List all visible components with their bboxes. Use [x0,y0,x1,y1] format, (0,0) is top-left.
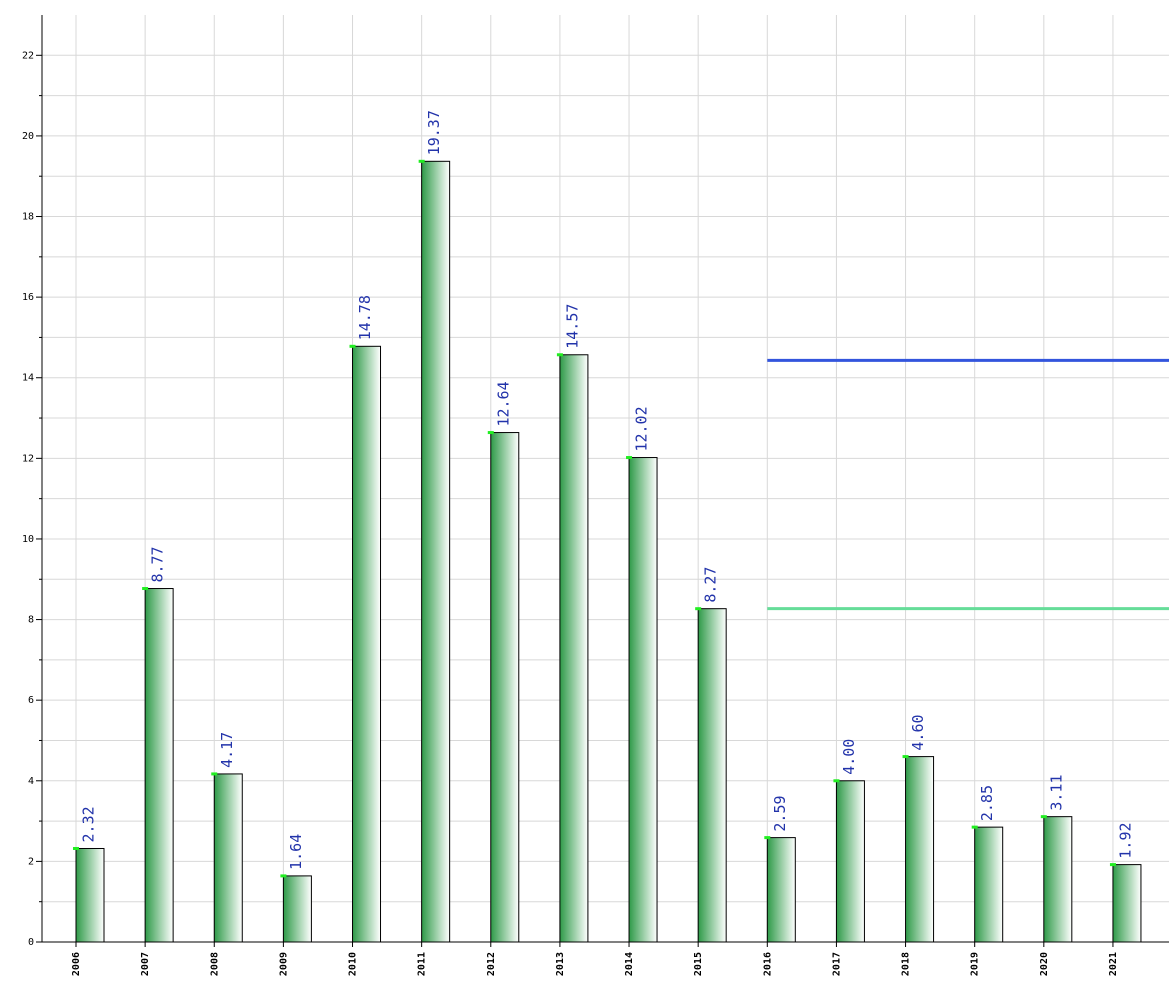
y-tick-label: 20 [22,131,34,142]
bar-marker [1040,815,1047,819]
x-tick-label: 2013 [555,952,566,976]
value-label: 8.27 [702,567,720,603]
x-tick-label: 2015 [693,952,704,976]
bar-marker [902,755,909,759]
value-label: 19.37 [425,110,443,155]
y-tick-label: 14 [22,373,34,384]
bar-marker [280,874,287,878]
x-tick-label: 2007 [140,952,151,976]
bar-marker [1109,863,1116,867]
value-label: 2.59 [771,795,789,831]
bar-marker [349,344,356,348]
y-tick-label: 16 [22,292,34,303]
bar [490,432,520,943]
y-tick-label: 4 [28,776,34,787]
x-tick-label: 2014 [624,952,635,976]
value-label: 1.92 [1116,822,1134,858]
bar [75,847,105,943]
y-tick-label: 18 [22,212,34,223]
bar-marker [764,836,771,840]
bar [559,354,589,943]
value-label: 12.02 [633,406,651,451]
value-label: 2.85 [978,785,996,821]
x-tick-label: 2019 [970,952,981,976]
x-tick-label: 2011 [417,952,428,976]
y-tick-label: 0 [28,937,34,948]
x-tick-label: 2006 [71,952,82,976]
y-tick-label: 8 [28,615,34,626]
bar [974,826,1004,943]
x-tick-label: 2017 [831,952,842,976]
bar [766,837,796,943]
value-label: 4.17 [218,732,236,768]
bar [421,160,451,943]
bar [282,875,312,943]
bar [1043,816,1073,943]
value-label: 1.64 [287,834,305,870]
value-label: 14.78 [356,295,374,340]
bar [835,780,865,943]
value-label: 12.64 [494,381,512,426]
value-label: 4.60 [909,714,927,750]
bar-marker [487,431,494,435]
bar [213,773,243,943]
bar [628,457,658,943]
bar-marker [73,846,79,850]
bar-marker [971,825,978,829]
y-tick-label: 12 [22,453,34,464]
value-label: 2.32 [80,806,98,842]
bar [144,588,174,943]
x-tick-label: 2012 [486,952,497,976]
x-tick-label: 2016 [762,952,773,976]
x-tick-label: 2020 [1039,952,1050,976]
x-tick-label: 2010 [348,952,359,976]
x-tick-label: 2009 [278,952,289,976]
bar-marker [556,353,563,357]
bar [905,756,935,943]
bar-marker [695,607,702,611]
bar [352,345,382,943]
bar-marker [626,456,633,460]
x-tick-label: 2018 [901,952,912,976]
y-tick-label: 2 [28,856,34,867]
y-tick-label: 22 [22,50,34,61]
y-tick-label: 10 [22,534,34,545]
value-label: 14.57 [563,304,581,349]
bar [697,608,727,943]
bar [1112,864,1142,943]
value-label: 4.00 [840,739,858,775]
value-label: 8.77 [149,546,167,582]
x-tick-label: 2021 [1108,952,1119,976]
bar-marker [833,779,840,783]
bar-marker [142,587,149,591]
value-label: 3.11 [1047,775,1065,811]
bar-marker [418,159,425,163]
x-tick-label: 2008 [209,952,220,976]
bar-marker [211,772,218,776]
y-tick-label: 6 [28,695,34,706]
